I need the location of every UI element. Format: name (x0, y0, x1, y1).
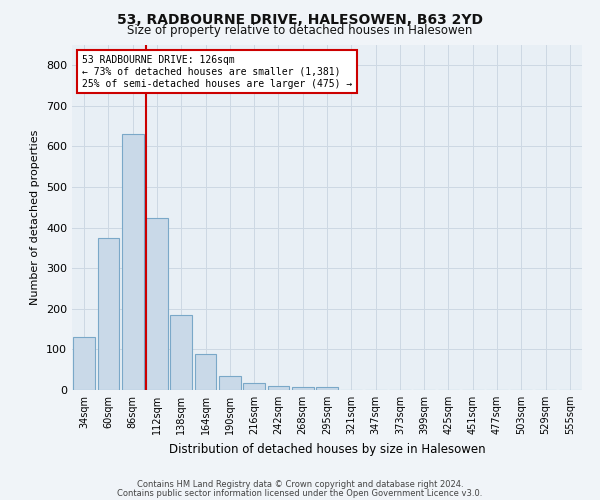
Bar (73, 337, 95, 390)
Bar (194, 354, 217, 390)
Bar (316, 387, 338, 390)
Bar (219, 376, 241, 390)
Bar (146, 218, 168, 390)
Bar (243, 382, 265, 390)
Text: 53 RADBOURNE DRIVE: 126sqm
← 73% of detached houses are smaller (1,381)
25% of s: 53 RADBOURNE DRIVE: 126sqm ← 73% of deta… (82, 56, 352, 88)
X-axis label: Distribution of detached houses by size in Halesowen: Distribution of detached houses by size … (169, 442, 485, 456)
Text: 53, RADBOURNE DRIVE, HALESOWEN, B63 2YD: 53, RADBOURNE DRIVE, HALESOWEN, B63 2YD (117, 12, 483, 26)
Bar (170, 315, 192, 390)
Bar (268, 386, 289, 390)
Bar (292, 387, 314, 390)
Bar (122, 134, 143, 390)
Text: Contains HM Land Registry data © Crown copyright and database right 2024.: Contains HM Land Registry data © Crown c… (137, 480, 463, 489)
Y-axis label: Number of detached properties: Number of detached properties (31, 130, 40, 305)
Bar (97, 238, 119, 390)
Text: Size of property relative to detached houses in Halesowen: Size of property relative to detached ho… (127, 24, 473, 37)
Text: Contains public sector information licensed under the Open Government Licence v3: Contains public sector information licen… (118, 488, 482, 498)
